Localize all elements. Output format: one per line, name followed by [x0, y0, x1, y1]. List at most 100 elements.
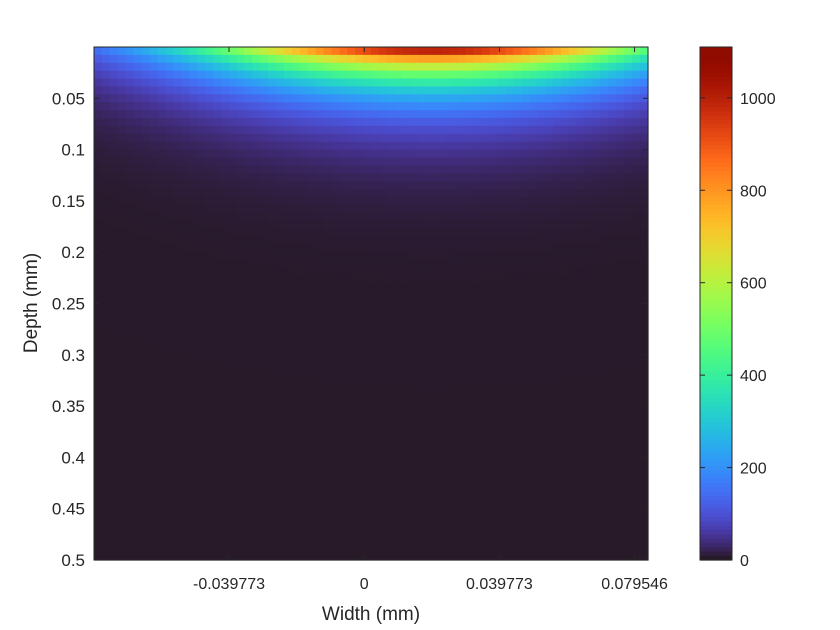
- heatmap-cell: [450, 433, 459, 443]
- heatmap-cell: [600, 496, 610, 506]
- heatmap-cell: [109, 299, 119, 309]
- heatmap-cell: [513, 291, 522, 301]
- heatmap-cell: [109, 110, 119, 119]
- heatmap-cell: [149, 520, 158, 530]
- heatmap-cell: [600, 283, 610, 293]
- heatmap-cell: [244, 102, 253, 111]
- heatmap-cell: [410, 244, 420, 253]
- heatmap-cell: [133, 54, 143, 64]
- heatmap-cell: [545, 94, 554, 103]
- heatmap-cell: [450, 54, 459, 64]
- heatmap-cell: [592, 267, 602, 277]
- heatmap-cell: [283, 528, 293, 537]
- heatmap-cell: [608, 346, 617, 356]
- heatmap-cell: [394, 260, 404, 269]
- heatmap-cell: [331, 307, 340, 316]
- heatmap-cell: [458, 252, 467, 261]
- heatmap-cell: [323, 125, 333, 135]
- heatmap-cell: [283, 70, 293, 80]
- heatmap-cell: [347, 378, 356, 387]
- heatmap-cell: [220, 133, 230, 143]
- heatmap-cell: [458, 212, 467, 222]
- heatmap-cell: [450, 94, 459, 103]
- heatmap-cell: [244, 165, 253, 174]
- heatmap-cell: [165, 141, 174, 151]
- heatmap-cell: [125, 47, 135, 56]
- heatmap-cell: [640, 441, 649, 451]
- heatmap-cell: [220, 54, 230, 64]
- heatmap-cell: [307, 62, 317, 72]
- heatmap-cell: [497, 441, 507, 451]
- heatmap-cell: [260, 196, 269, 206]
- heatmap-cell: [624, 433, 633, 443]
- heatmap-cell: [363, 520, 372, 530]
- heatmap-cell: [323, 323, 333, 332]
- heatmap-cell: [640, 86, 649, 95]
- heatmap-cell: [545, 528, 554, 537]
- heatmap-cell: [624, 260, 633, 269]
- heatmap-cell: [315, 212, 325, 222]
- heatmap-cell: [426, 86, 435, 95]
- heatmap-cell: [101, 267, 111, 277]
- heatmap-cell: [347, 402, 356, 411]
- heatmap-cell: [355, 94, 364, 103]
- heatmap-cell: [220, 204, 230, 214]
- colorbar-segment: [700, 337, 732, 343]
- heatmap-cell: [339, 481, 348, 490]
- heatmap-cell: [141, 457, 150, 466]
- heatmap-cell: [196, 441, 206, 451]
- heatmap-cell: [442, 94, 451, 103]
- heatmap-cell: [458, 528, 467, 537]
- heatmap-cell: [181, 47, 190, 56]
- heatmap-cell: [465, 433, 475, 443]
- heatmap-cell: [157, 181, 166, 190]
- heatmap-cell: [616, 323, 625, 332]
- heatmap-cell: [244, 78, 253, 88]
- heatmap-cell: [157, 102, 166, 111]
- heatmap-cell: [450, 481, 459, 490]
- heatmap-cell: [371, 204, 380, 214]
- heatmap-cell: [489, 181, 499, 190]
- heatmap-cell: [339, 220, 348, 230]
- heatmap-cell: [236, 86, 245, 95]
- heatmap-cell: [149, 473, 158, 482]
- heatmap-cell: [133, 354, 143, 364]
- heatmap-cell: [465, 189, 475, 198]
- heatmap-cell: [283, 441, 293, 451]
- heatmap-cell: [553, 165, 562, 174]
- heatmap-cell: [426, 244, 435, 253]
- heatmap-cell: [260, 86, 269, 95]
- heatmap-cell: [545, 196, 554, 206]
- heatmap-cell: [125, 552, 135, 561]
- heatmap-cell: [117, 157, 127, 166]
- heatmap-cell: [521, 425, 530, 435]
- heatmap-cell: [473, 346, 483, 356]
- heatmap-cell: [220, 354, 230, 364]
- heatmap-cell: [204, 54, 214, 64]
- heatmap-cell: [624, 244, 633, 253]
- heatmap-cell: [173, 346, 182, 356]
- heatmap-cell: [196, 402, 206, 411]
- colorbar-segment: [700, 525, 732, 531]
- heatmap-cell: [347, 70, 356, 80]
- heatmap-cell: [117, 496, 127, 506]
- heatmap-cell: [220, 212, 230, 222]
- heatmap-cell: [355, 62, 364, 72]
- heatmap-cell: [513, 425, 522, 435]
- heatmap-cell: [117, 465, 127, 474]
- heatmap-cell: [418, 196, 427, 206]
- heatmap-cell: [331, 157, 340, 166]
- heatmap-cell: [568, 536, 578, 545]
- heatmap-cell: [283, 481, 293, 490]
- heatmap-cell: [323, 346, 333, 356]
- heatmap-cell: [386, 425, 396, 435]
- heatmap-cell: [94, 220, 103, 230]
- heatmap-cell: [584, 465, 594, 474]
- heatmap-cell: [260, 236, 269, 245]
- heatmap-cell: [584, 299, 594, 309]
- heatmap-cell: [418, 125, 427, 135]
- colorbar-segment: [700, 470, 732, 476]
- heatmap-cell: [141, 386, 150, 395]
- heatmap-cell: [283, 275, 293, 285]
- heatmap-cell: [260, 118, 269, 127]
